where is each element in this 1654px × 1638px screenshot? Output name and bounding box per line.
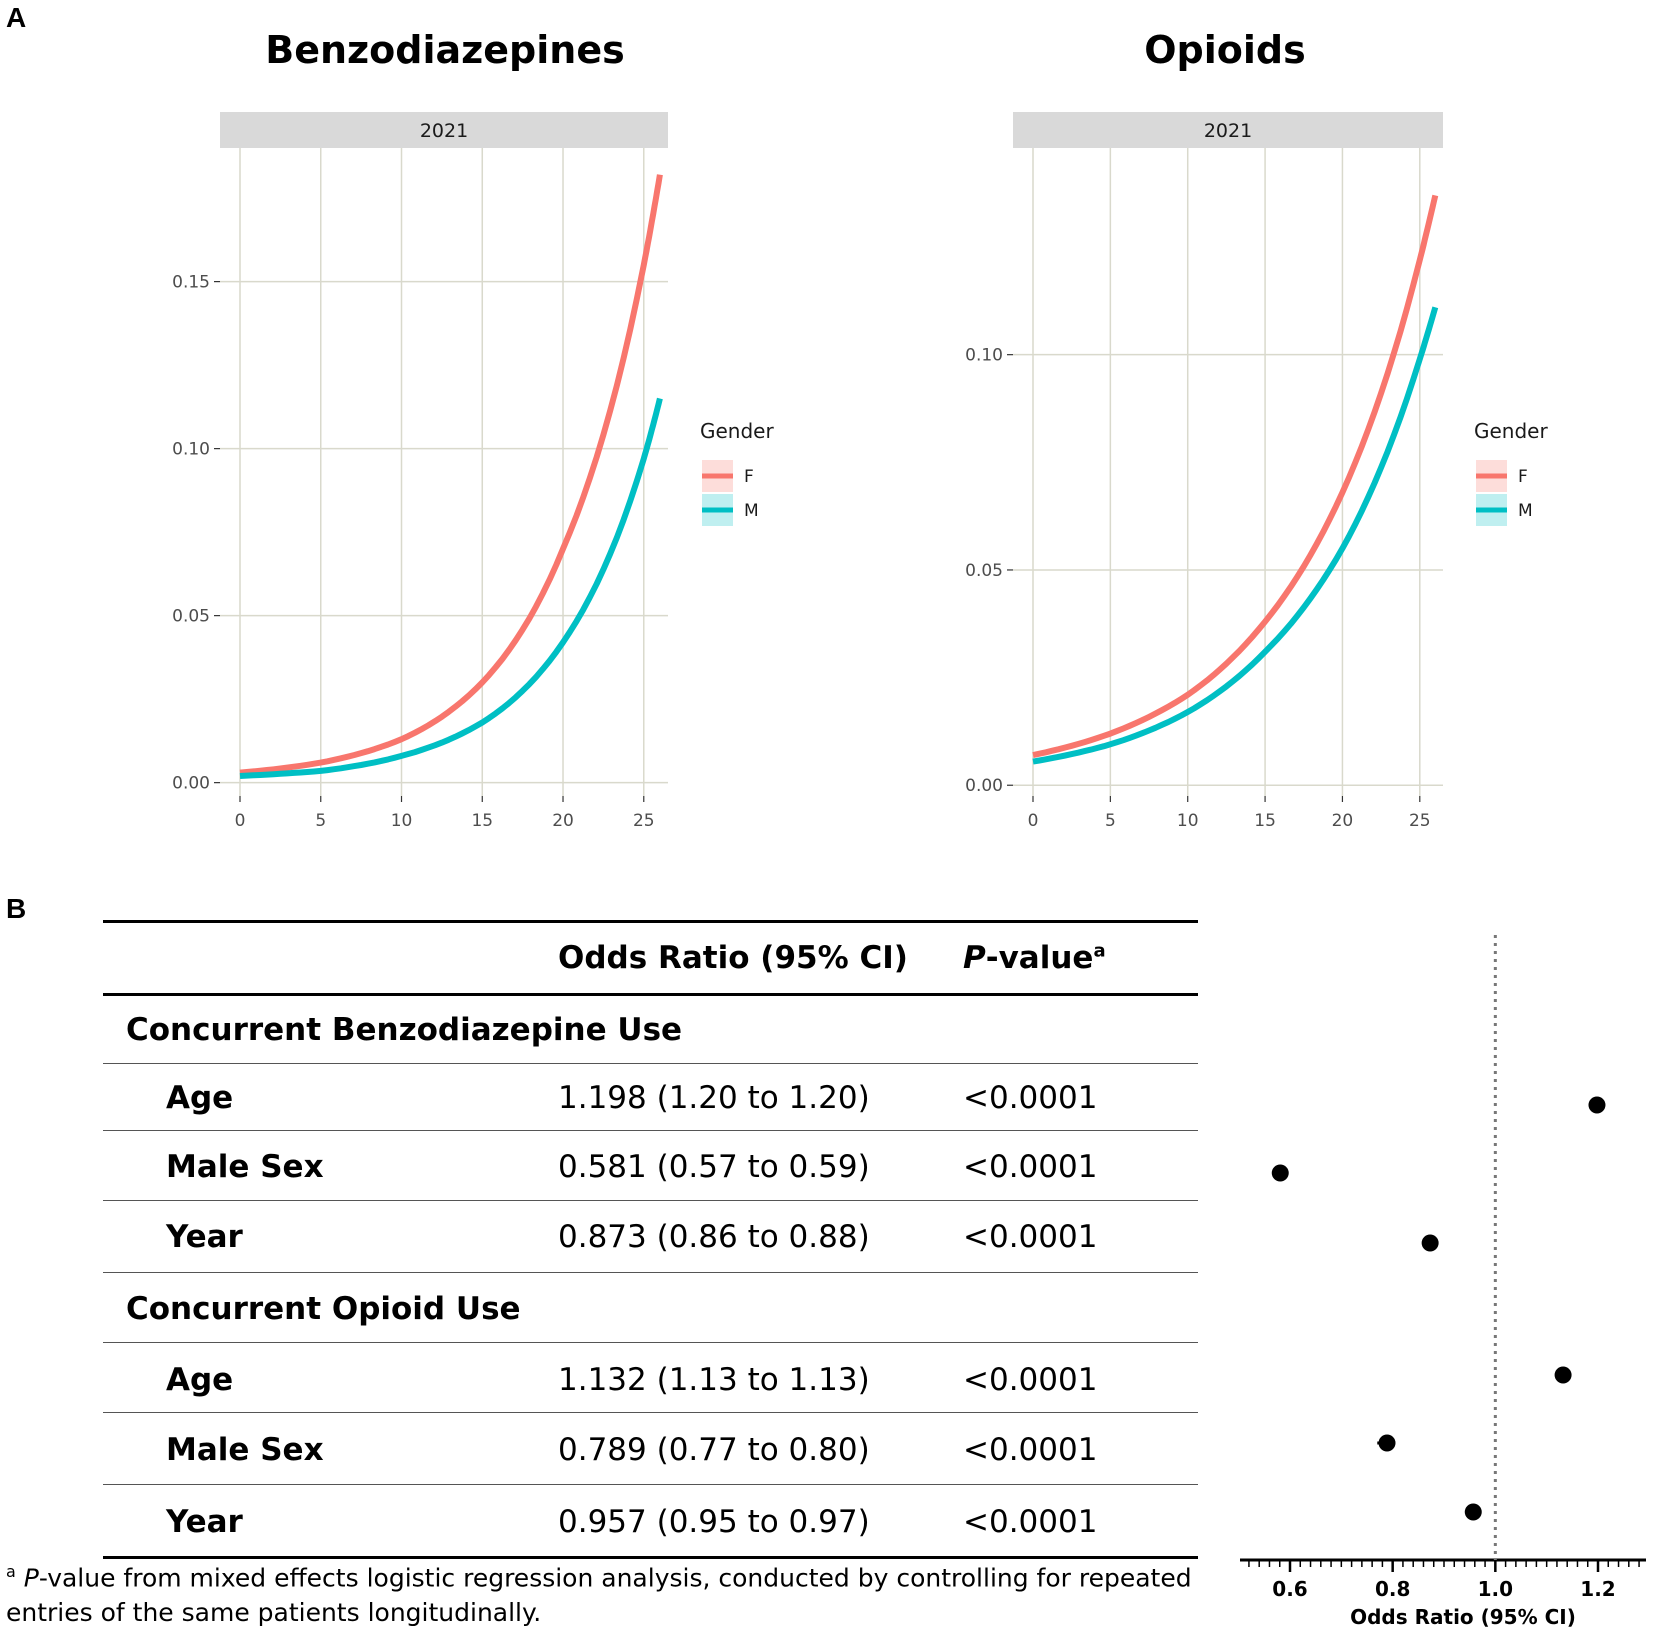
- footnote-line-1: a P-value from mixed effects logistic re…: [6, 1562, 1192, 1592]
- y-tick-label: 0.10: [172, 440, 210, 460]
- table-bottom-rule: [103, 1556, 1198, 1559]
- header-p-italic: P: [963, 940, 986, 976]
- facet-strip: [1013, 112, 1443, 148]
- x-tick-label: 20: [552, 811, 574, 831]
- legend-label: M: [1518, 501, 1533, 521]
- series-line-F: [1032, 194, 1439, 759]
- forest-point: [1588, 1096, 1606, 1114]
- header-odds-ratio: Odds Ratio (95% CI): [558, 940, 908, 976]
- forest-x-label: Odds Ratio (95% CI): [1350, 1605, 1576, 1629]
- row-p-value: <0.0001: [963, 1362, 1098, 1398]
- forest-point: [1271, 1164, 1289, 1182]
- y-tick-label: 0.00: [965, 776, 1003, 796]
- legend-title: Gender: [1474, 419, 1548, 443]
- x-tick-label: 5: [1105, 811, 1116, 831]
- table-header-rule: [103, 993, 1198, 996]
- opioid-line-chart: 2021 0 5 10 15 20 25 0.00 0.05 0.10 Gender FM: [965, 112, 1548, 831]
- y-tick-label: 0.05: [172, 607, 210, 627]
- table-rule: [103, 1200, 1198, 1201]
- legend-label: F: [744, 467, 754, 487]
- row-label: Year: [166, 1504, 243, 1540]
- row-p-value: <0.0001: [963, 1219, 1098, 1255]
- x-tick-label: 15: [471, 811, 493, 831]
- footnote-line-2: entries of the same patients longitudina…: [6, 1598, 542, 1627]
- forest-tick-label: 1.2: [1580, 1577, 1615, 1601]
- header-p-rest: -value: [985, 940, 1094, 976]
- y-tick-label: 0.10: [965, 346, 1003, 366]
- series-line-M: [239, 397, 663, 779]
- header-p-sup: a: [1093, 940, 1106, 962]
- table-rule: [103, 1063, 1198, 1064]
- benzo-chart-title: Benzodiazepines: [265, 28, 625, 72]
- table-rule: [103, 1272, 1198, 1273]
- footnote-rest: -value from mixed effects logistic regre…: [38, 1563, 1192, 1593]
- x-tick-label: 10: [391, 811, 413, 831]
- forest-point: [1464, 1503, 1482, 1521]
- legend-label: M: [744, 501, 759, 521]
- footnote-sup: a: [6, 1562, 16, 1581]
- row-odds-ratio: 0.957 (0.95 to 0.97): [558, 1504, 870, 1540]
- row-p-value: <0.0001: [963, 1432, 1098, 1468]
- row-p-value: <0.0001: [963, 1080, 1098, 1116]
- x-tick-label: 25: [633, 811, 655, 831]
- table-rule: [103, 1130, 1198, 1131]
- section-title-benzo: Concurrent Benzodiazepine Use: [126, 1012, 683, 1048]
- footnote-italic: P: [23, 1563, 39, 1593]
- row-odds-ratio: 0.873 (0.86 to 0.88): [558, 1219, 870, 1255]
- forest-tick-label: 1.0: [1478, 1577, 1513, 1601]
- forest-point: [1378, 1434, 1396, 1452]
- table-rule: [103, 1412, 1198, 1413]
- row-label: Age: [166, 1080, 234, 1116]
- legend-label: F: [1518, 467, 1528, 487]
- x-tick-label: 0: [235, 811, 246, 831]
- facet-strip: [220, 112, 668, 148]
- row-odds-ratio: 1.198 (1.20 to 1.20): [558, 1080, 870, 1116]
- row-odds-ratio: 0.789 (0.77 to 0.80): [558, 1432, 870, 1468]
- table-top-rule: [103, 920, 1198, 923]
- opioid-chart-title: Opioids: [1144, 28, 1306, 72]
- forest-tick-label: 0.8: [1375, 1577, 1410, 1601]
- forest-point: [1421, 1234, 1439, 1252]
- table-rule: [103, 1342, 1198, 1343]
- table-rule: [103, 1484, 1198, 1485]
- y-tick-label: 0.00: [172, 774, 210, 794]
- row-odds-ratio: 0.581 (0.57 to 0.59): [558, 1149, 870, 1185]
- row-p-value: <0.0001: [963, 1149, 1098, 1185]
- x-tick-label: 5: [315, 811, 326, 831]
- row-label: Male Sex: [166, 1432, 324, 1468]
- facet-label: 2021: [420, 120, 468, 142]
- row-label: Age: [166, 1362, 234, 1398]
- forest-point: [1554, 1366, 1572, 1384]
- x-tick-label: 25: [1409, 811, 1431, 831]
- y-tick-label: 0.15: [172, 273, 210, 293]
- x-tick-label: 0: [1028, 811, 1039, 831]
- row-p-value: <0.0001: [963, 1504, 1098, 1540]
- series-line-M: [1032, 306, 1439, 765]
- x-tick-label: 20: [1332, 811, 1354, 831]
- x-tick-label: 15: [1254, 811, 1276, 831]
- row-label: Male Sex: [166, 1149, 324, 1185]
- legend-title: Gender: [700, 419, 774, 443]
- row-odds-ratio: 1.132 (1.13 to 1.13): [558, 1362, 870, 1398]
- x-tick-label: 10: [1177, 811, 1199, 831]
- y-tick-label: 0.05: [965, 561, 1003, 581]
- benzo-line-chart: 2021 0 5 10 15 20 25 0.00 0.05 0.10 0.15 Gender FM: [172, 112, 774, 831]
- header-p-value: P-valuea: [963, 940, 1106, 976]
- forest-tick-label: 0.6: [1272, 1577, 1307, 1601]
- panel-label-b: B: [6, 893, 27, 924]
- row-label: Year: [166, 1219, 243, 1255]
- section-title-opioid: Concurrent Opioid Use: [126, 1291, 521, 1327]
- facet-label: 2021: [1204, 120, 1252, 142]
- series-line-F: [239, 174, 663, 776]
- panel-label-a: A: [6, 2, 27, 33]
